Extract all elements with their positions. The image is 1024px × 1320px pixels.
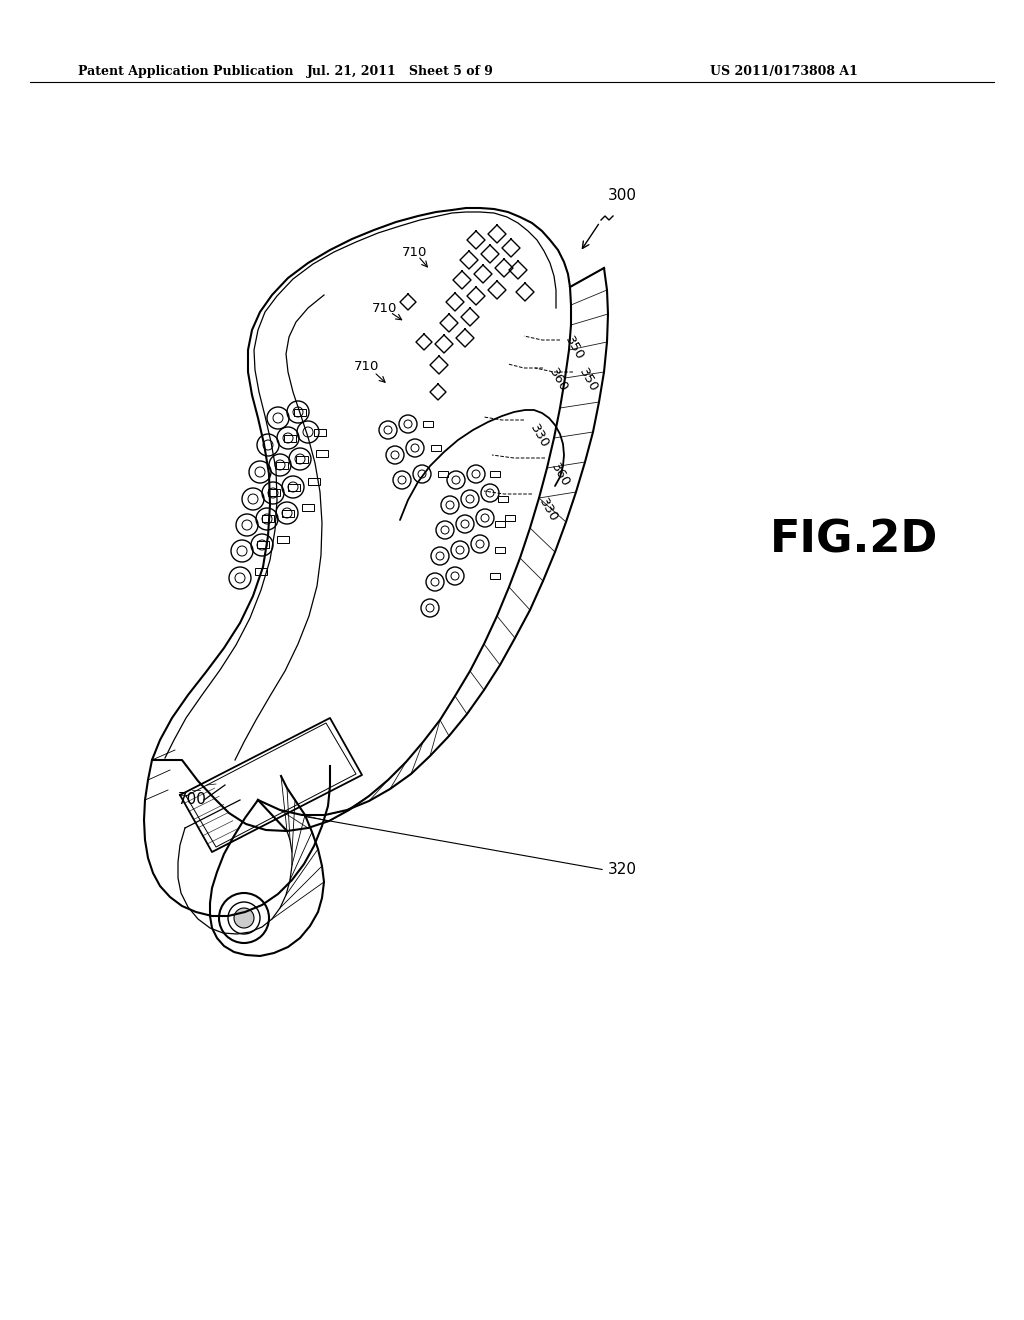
Text: 330: 330: [536, 496, 560, 524]
Text: 710: 710: [402, 246, 427, 259]
Text: 320: 320: [608, 862, 637, 878]
Bar: [296, 455, 308, 462]
Bar: [495, 546, 505, 553]
Bar: [276, 462, 288, 469]
Bar: [278, 536, 289, 543]
Bar: [505, 515, 515, 521]
Bar: [282, 510, 294, 516]
Text: US 2011/0173808 A1: US 2011/0173808 A1: [710, 65, 858, 78]
Text: 350: 350: [562, 334, 586, 362]
Text: Patent Application Publication: Patent Application Publication: [78, 65, 294, 78]
Bar: [431, 445, 441, 451]
Text: 360: 360: [546, 366, 570, 395]
Bar: [288, 483, 300, 491]
Bar: [262, 515, 274, 521]
Bar: [423, 421, 433, 426]
Text: 710: 710: [372, 301, 397, 314]
Text: 350: 350: [575, 366, 600, 395]
Text: 360: 360: [548, 461, 571, 490]
Text: 330: 330: [527, 422, 551, 450]
Bar: [490, 471, 500, 477]
Text: 700: 700: [178, 792, 207, 808]
Bar: [284, 434, 296, 441]
Circle shape: [234, 908, 254, 928]
Bar: [308, 478, 319, 484]
Text: FIG.2D: FIG.2D: [770, 519, 938, 561]
Bar: [302, 503, 314, 511]
Text: 710: 710: [354, 360, 379, 374]
Bar: [498, 496, 508, 502]
Text: Jul. 21, 2011   Sheet 5 of 9: Jul. 21, 2011 Sheet 5 of 9: [306, 65, 494, 78]
Bar: [495, 521, 505, 527]
Bar: [314, 429, 326, 436]
Bar: [255, 568, 267, 574]
Bar: [268, 488, 280, 495]
Bar: [294, 408, 306, 416]
Bar: [438, 471, 449, 477]
Text: 300: 300: [608, 187, 637, 202]
Bar: [490, 573, 500, 579]
Bar: [316, 450, 328, 457]
Bar: [257, 540, 269, 548]
